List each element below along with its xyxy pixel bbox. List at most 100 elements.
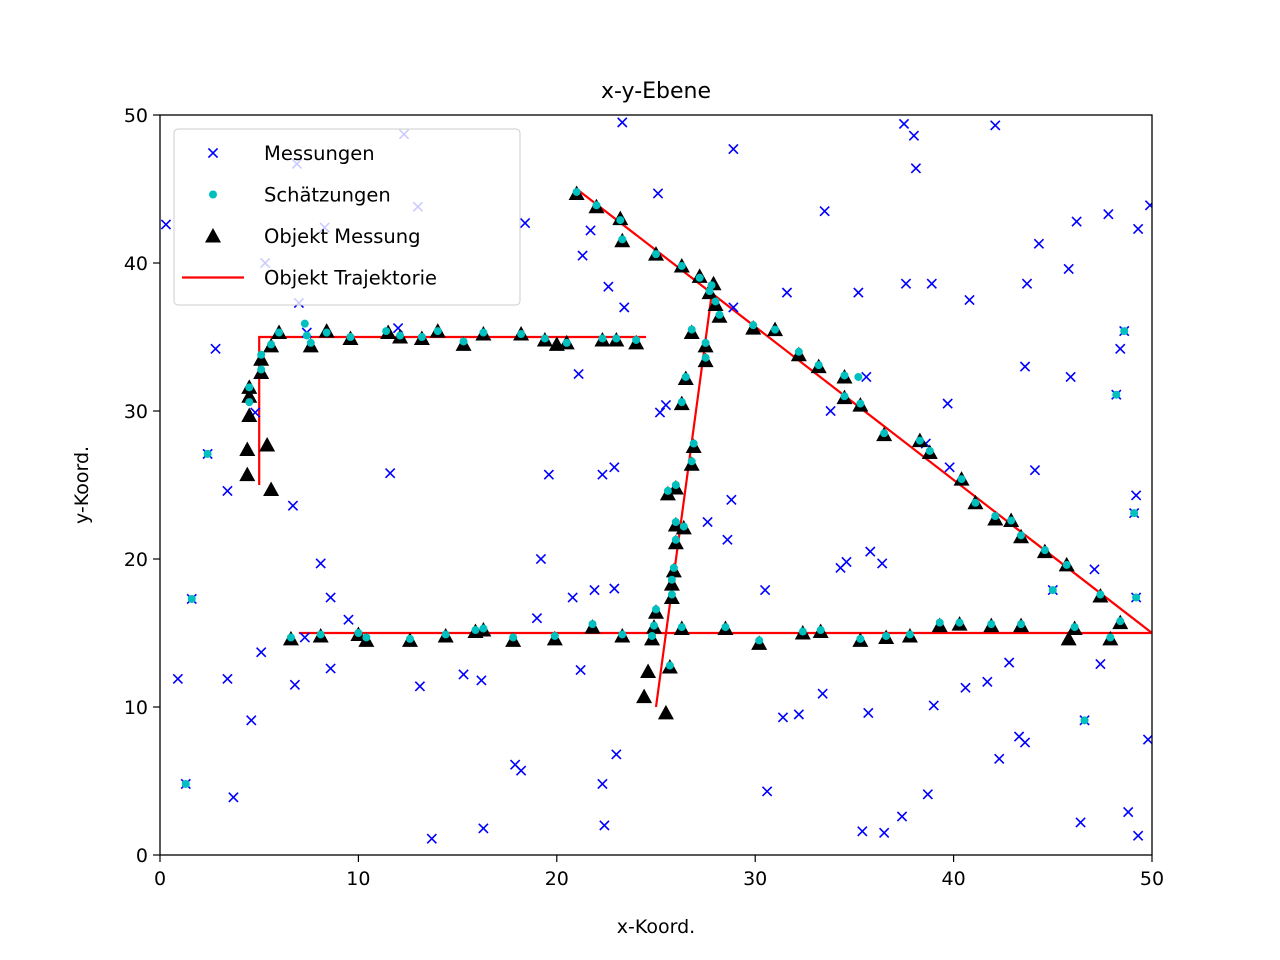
legend-box <box>173 128 521 306</box>
estimate-point <box>671 535 680 544</box>
legend-label: Objekt Trajektorie <box>264 267 437 290</box>
measurement-point <box>458 669 469 680</box>
measurement-point <box>325 592 336 603</box>
measurement-point <box>543 469 555 480</box>
estimate-point <box>441 630 450 639</box>
estimate-point <box>612 334 621 343</box>
estimate-point <box>711 297 720 306</box>
object-measurement-point <box>263 481 280 496</box>
y-axis: 0 10 20 30 40 50 <box>124 105 160 867</box>
measurement-point <box>781 287 793 298</box>
estimate-point <box>479 624 488 633</box>
measurement-point <box>825 405 836 417</box>
legend-entry: Objekt Messung <box>205 225 421 248</box>
measurement-point <box>535 553 547 565</box>
estimate-point <box>509 633 518 642</box>
estimate-point <box>677 398 686 407</box>
measurement-point <box>926 278 937 289</box>
legend-marker-triangle <box>205 228 221 243</box>
legend-entry: Objekt Trajektorie <box>182 267 437 290</box>
estimate-point <box>257 365 266 374</box>
estimate-point <box>971 498 980 507</box>
x-tick-label: 30 <box>743 868 767 890</box>
x-tick-label: 40 <box>942 868 966 890</box>
estimate-point <box>755 636 764 645</box>
object-measurement-point <box>259 437 276 452</box>
measurement-point <box>575 664 586 676</box>
measurement-point <box>228 792 239 803</box>
estimate-point <box>856 634 865 643</box>
measurement-point <box>896 811 908 822</box>
x-axis-label: x-Koord. <box>617 916 695 938</box>
measurement-point <box>611 749 622 760</box>
measurement-point <box>853 287 864 298</box>
estimate-point <box>854 372 863 381</box>
x-tick-label: 20 <box>545 868 569 890</box>
x-tick-label: 0 <box>154 868 166 890</box>
estimate-point <box>798 627 807 636</box>
estimate-point <box>592 201 601 210</box>
x-tick-label: 10 <box>346 868 370 890</box>
estimate-point <box>1007 516 1016 525</box>
estimate-point <box>316 630 325 639</box>
measurement-point <box>841 556 852 568</box>
measurement-point <box>287 500 299 511</box>
measurement-point <box>982 676 993 688</box>
estimate-point <box>701 353 710 362</box>
estimate-point <box>1130 509 1139 518</box>
estimate-point <box>671 518 680 526</box>
estimate-point <box>346 333 355 341</box>
estimate-point <box>771 325 780 334</box>
estimate-point <box>598 334 607 343</box>
measurement-point <box>619 302 630 313</box>
legend-label: Schätzungen <box>264 184 391 207</box>
estimate-point <box>203 449 212 458</box>
estimate-point <box>687 325 696 334</box>
estimate-point <box>550 631 559 640</box>
measurement-point <box>1071 216 1082 227</box>
measurement-point <box>652 188 664 199</box>
estimate-point <box>396 331 405 340</box>
estimate-point <box>1120 327 1129 336</box>
measurement-point <box>994 753 1005 764</box>
measurement-point <box>585 225 596 236</box>
object-measurement-point <box>636 688 653 704</box>
estimate-point <box>840 371 849 380</box>
measurement-point <box>609 462 620 473</box>
estimate-point <box>1048 586 1057 595</box>
estimate-point <box>187 594 196 603</box>
measurement-point <box>1003 657 1015 668</box>
estimate-point <box>632 335 641 344</box>
measurement-point <box>1065 371 1076 383</box>
measurement-point <box>654 407 666 418</box>
estimate-point <box>245 383 254 392</box>
measurement-point <box>246 715 257 726</box>
measurement-point <box>1029 465 1041 476</box>
measurement-point <box>1019 737 1031 748</box>
estimate-point <box>955 618 964 627</box>
measurement-point <box>531 613 543 624</box>
measurement-point <box>1021 278 1033 289</box>
estimate-point <box>681 372 690 381</box>
estimate-point <box>540 334 549 343</box>
object-measurement-point <box>239 441 256 456</box>
estimate-point <box>689 439 698 448</box>
measurement-point <box>599 820 610 831</box>
measurement-point <box>777 712 789 723</box>
measurement-point <box>1095 658 1106 670</box>
measurement-point <box>960 682 971 693</box>
measurement-point <box>617 117 628 128</box>
measurement-point <box>1019 361 1031 372</box>
legend-label: Objekt Messung <box>264 225 421 248</box>
measurement-point <box>728 143 739 155</box>
measurement-point <box>222 485 233 497</box>
legend-label: Messungen <box>264 142 375 165</box>
estimate-point <box>1116 617 1125 626</box>
measurement-point <box>478 823 489 834</box>
estimate-point <box>665 661 674 670</box>
estimate-point <box>652 605 660 614</box>
estimate-point <box>667 590 676 599</box>
estimate-point <box>814 361 823 370</box>
object-measurement-point <box>239 466 256 482</box>
estimate-point <box>721 623 730 632</box>
